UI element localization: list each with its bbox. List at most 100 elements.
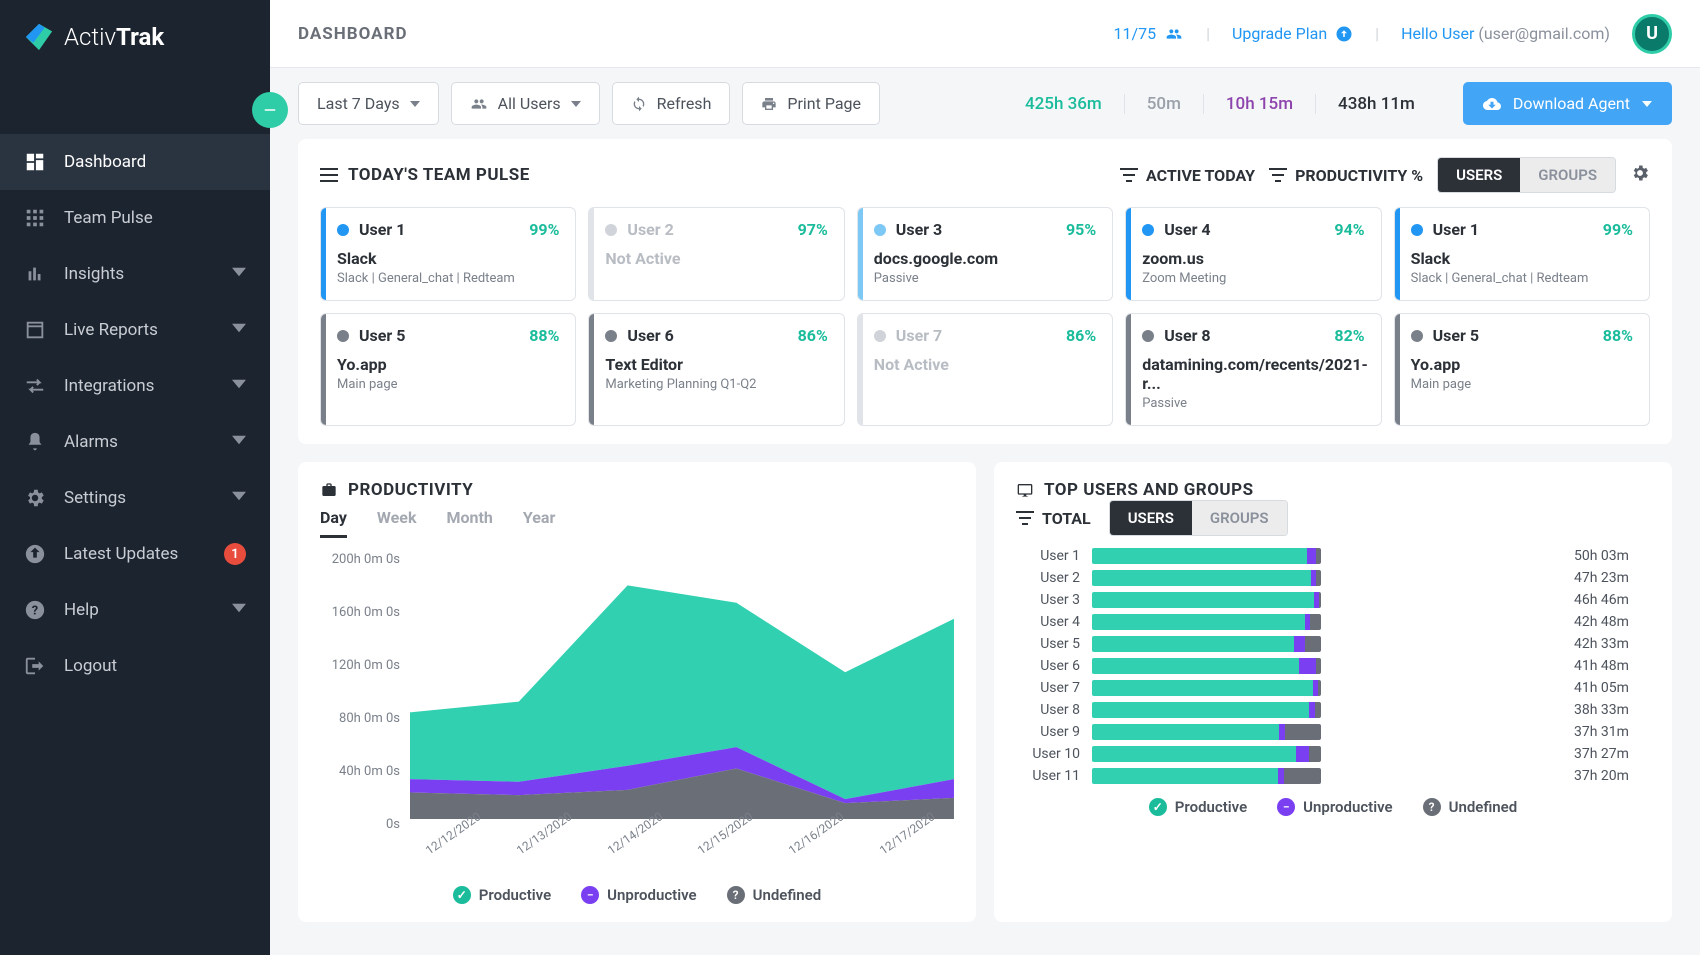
user-hours: 41h 48m (1574, 658, 1650, 674)
pulse-card[interactable]: User 1 99% Slack Slack | General_chat | … (1394, 207, 1650, 301)
insights-icon (24, 263, 46, 285)
user-name: User 5 (1016, 636, 1080, 652)
chevron-down-icon (232, 600, 246, 620)
settings-gear[interactable] (1630, 163, 1650, 187)
top-user-row[interactable]: User 2 47h 23m (1016, 570, 1650, 586)
user-hours: 47h 23m (1574, 570, 1650, 586)
date-range-selector[interactable]: Last 7 Days (298, 82, 439, 125)
time-stats: 425h 36m50m10h 15m438h 11m (1003, 94, 1437, 114)
top-user-row[interactable]: User 3 46h 46m (1016, 592, 1650, 608)
users-selector[interactable]: All Users (451, 82, 600, 125)
top-user-row[interactable]: User 1 50h 03m (1016, 548, 1650, 564)
upgrade-plan-link[interactable]: Upgrade Plan (1232, 24, 1353, 43)
sidebar-item-label: Integrations (64, 376, 154, 396)
pulse-card[interactable]: User 7 86% Not Active (857, 313, 1113, 426)
users-groups-toggle: USERS GROUPS (1437, 157, 1616, 193)
status-dot (1142, 330, 1154, 342)
sidebar-item-label: Logout (64, 656, 117, 676)
top-user-row[interactable]: User 11 37h 20m (1016, 768, 1650, 784)
status-dot (605, 330, 617, 342)
list-icon (320, 168, 338, 182)
sidebar-item-label: Alarms (64, 432, 118, 452)
filter-productivity[interactable]: PRODUCTIVITY % (1269, 166, 1423, 185)
top-user-row[interactable]: User 10 37h 27m (1016, 746, 1650, 762)
seg-groups[interactable]: GROUPS (1520, 158, 1615, 192)
sidebar-item-label: Settings (64, 488, 126, 508)
productivity-pct: 99% (1603, 220, 1633, 239)
sidebar-collapse-button[interactable] (252, 92, 288, 128)
tab-month[interactable]: Month (447, 508, 493, 538)
seg-users[interactable]: USERS (1110, 501, 1192, 535)
sidebar-item-settings[interactable]: Settings (0, 470, 270, 526)
status-dot (337, 224, 349, 236)
app-name: Not Active (874, 355, 1096, 374)
tab-week[interactable]: Week (377, 508, 417, 538)
tab-day[interactable]: Day (320, 508, 347, 538)
pulse-card[interactable]: User 8 82% datamining.com/recents/2021-r… (1125, 313, 1381, 426)
top-user-row[interactable]: User 7 41h 05m (1016, 680, 1650, 696)
user-name: User 8 (1016, 702, 1080, 718)
status-dot (605, 224, 617, 236)
user-name: User 1 (359, 220, 405, 239)
tab-year[interactable]: Year (523, 508, 555, 538)
user-name: User 3 (896, 220, 942, 239)
pulse-card[interactable]: User 3 95% docs.google.com Passive (857, 207, 1113, 301)
alarms-icon (24, 431, 46, 453)
status-dot (1411, 224, 1423, 236)
app-name: Slack (1411, 249, 1633, 268)
app-name: Slack (337, 249, 559, 268)
seg-users[interactable]: USERS (1438, 158, 1520, 192)
user-hours: 42h 33m (1574, 636, 1650, 652)
gear-icon (1630, 163, 1650, 183)
user-name: User 1 (1016, 548, 1080, 564)
stacked-bar (1092, 570, 1321, 586)
sidebar-item-alarms[interactable]: Alarms (0, 414, 270, 470)
top-user-row[interactable]: User 6 41h 48m (1016, 658, 1650, 674)
sidebar-item-live-reports[interactable]: Live Reports (0, 302, 270, 358)
pulse-card[interactable]: User 6 86% Text Editor Marketing Plannin… (588, 313, 844, 426)
sidebar-item-logout[interactable]: Logout (0, 638, 270, 694)
app-detail: Main page (1411, 377, 1633, 392)
pulse-card[interactable]: User 2 97% Not Active (588, 207, 844, 301)
app-detail: Main page (337, 377, 559, 392)
sidebar-item-integrations[interactable]: Integrations (0, 358, 270, 414)
chevron-down-icon (232, 488, 246, 508)
app-name: Yo.app (1411, 355, 1633, 374)
app-name: Text Editor (605, 355, 827, 374)
user-name: User 4 (1164, 220, 1210, 239)
productivity-pct: 97% (798, 220, 828, 239)
minus-icon (261, 101, 279, 119)
print-button[interactable]: Print Page (742, 82, 880, 125)
user-name: User 3 (1016, 592, 1080, 608)
refresh-button[interactable]: Refresh (612, 82, 731, 125)
top-user-row[interactable]: User 5 42h 33m (1016, 636, 1650, 652)
bars-legend: ✓Productive −Unproductive ?Undefined (1016, 798, 1650, 816)
panel-title: TODAY'S TEAM PULSE (320, 165, 530, 185)
sidebar-item-team-pulse[interactable]: Team Pulse (0, 190, 270, 246)
sidebar-item-label: Dashboard (64, 152, 146, 172)
live-reports-icon (24, 319, 46, 341)
brand-logo[interactable]: ActivTrak (0, 0, 270, 74)
chevron-down-icon (232, 376, 246, 396)
top-user-row[interactable]: User 4 42h 48m (1016, 614, 1650, 630)
top-user-row[interactable]: User 9 37h 31m (1016, 724, 1650, 740)
filter-total[interactable]: TOTAL (1016, 509, 1091, 528)
pulse-card[interactable]: User 5 88% Yo.app Main page (320, 313, 576, 426)
user-count-link[interactable]: 11/75 (1114, 24, 1185, 43)
avatar[interactable]: U (1632, 14, 1672, 54)
sidebar-item-insights[interactable]: Insights (0, 246, 270, 302)
user-name: User 6 (1016, 658, 1080, 674)
download-agent-button[interactable]: Download Agent (1463, 82, 1672, 125)
sidebar-item-dashboard[interactable]: Dashboard (0, 134, 270, 190)
sidebar-item-help[interactable]: ?Help (0, 582, 270, 638)
filter-icon (1120, 168, 1138, 182)
filter-active-today[interactable]: ACTIVE TODAY (1120, 166, 1255, 185)
user-greeting[interactable]: Hello User (user@gmail.com) (1401, 24, 1610, 43)
pulse-card[interactable]: User 4 94% zoom.us Zoom Meeting (1125, 207, 1381, 301)
top-user-row[interactable]: User 8 38h 33m (1016, 702, 1650, 718)
seg-groups[interactable]: GROUPS (1192, 501, 1287, 535)
pulse-card[interactable]: User 1 99% Slack Slack | General_chat | … (320, 207, 576, 301)
brand-icon (24, 22, 54, 52)
pulse-card[interactable]: User 5 88% Yo.app Main page (1394, 313, 1650, 426)
sidebar-item-latest-updates[interactable]: Latest Updates1 (0, 526, 270, 582)
